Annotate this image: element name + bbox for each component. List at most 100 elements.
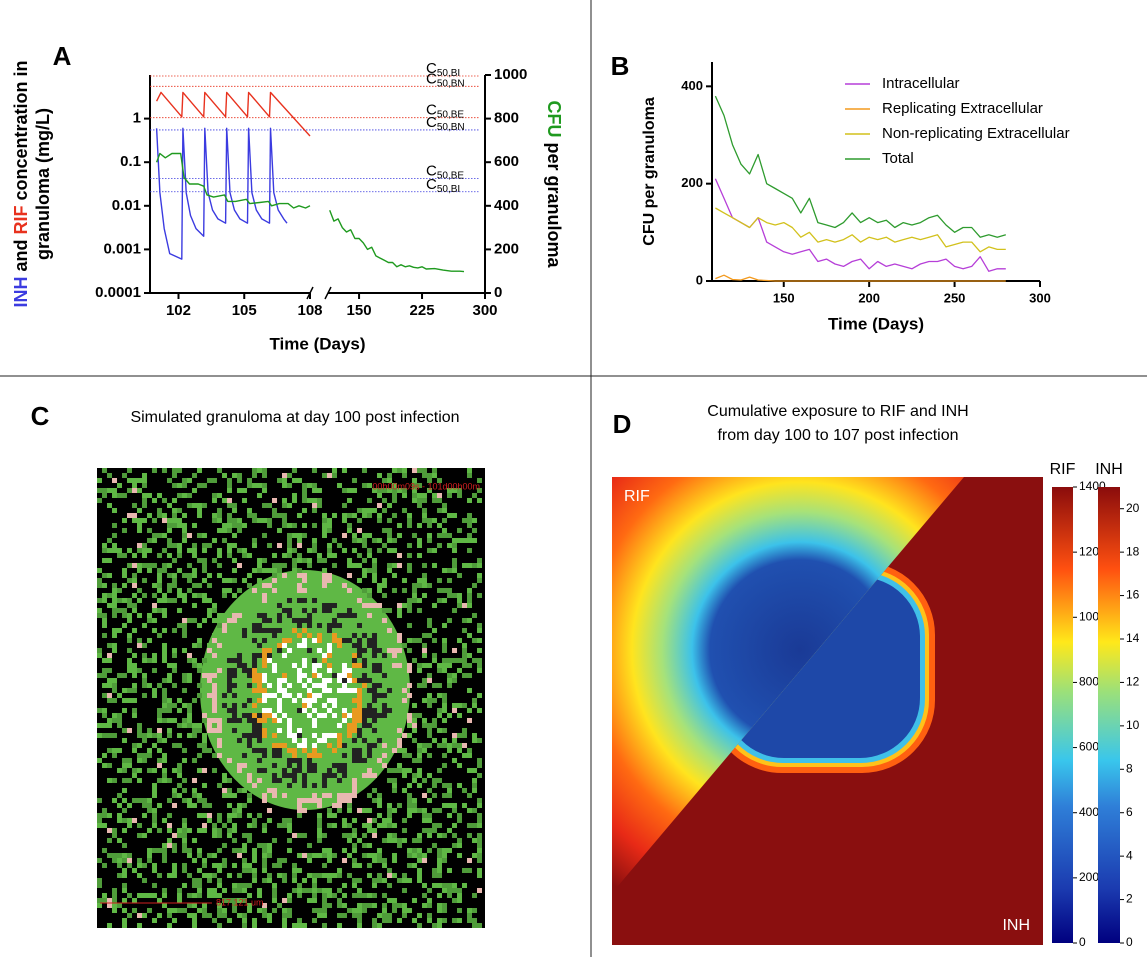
- cell: [127, 893, 132, 898]
- cell: [342, 753, 347, 758]
- cell: [227, 478, 232, 483]
- cell: [297, 673, 302, 678]
- cell: [342, 823, 347, 828]
- cell: [417, 923, 422, 928]
- cell: [242, 888, 247, 893]
- cell: [112, 683, 117, 688]
- cell: [377, 853, 382, 858]
- cell: [207, 678, 212, 683]
- cell: [322, 783, 327, 788]
- cell: [162, 778, 167, 783]
- cell: [377, 713, 382, 718]
- cell: [457, 743, 462, 748]
- cell: [302, 663, 307, 668]
- cell: [167, 518, 172, 523]
- cell: [387, 818, 392, 823]
- cell: [407, 608, 412, 613]
- cell: [352, 698, 357, 703]
- cell: [347, 613, 352, 618]
- cell: [407, 863, 412, 868]
- cell: [277, 698, 282, 703]
- cell: [407, 853, 412, 858]
- cell: [327, 733, 332, 738]
- cell: [457, 918, 462, 923]
- cell: [372, 718, 377, 723]
- cell: [177, 483, 182, 488]
- cell: [202, 713, 207, 718]
- cell: [107, 718, 112, 723]
- cell: [447, 543, 452, 548]
- cell: [407, 768, 412, 773]
- cell: [287, 828, 292, 833]
- cell: [427, 538, 432, 543]
- cell: [127, 578, 132, 583]
- cell: [462, 663, 467, 668]
- cell: [312, 673, 317, 678]
- cell: [317, 638, 322, 643]
- cell: [322, 568, 327, 573]
- cell: [127, 658, 132, 663]
- cell: [107, 558, 112, 563]
- cell: [232, 703, 237, 708]
- cell: [157, 803, 162, 808]
- cell: [467, 498, 472, 503]
- cell: [417, 543, 422, 548]
- cell: [407, 848, 412, 853]
- cell: [207, 813, 212, 818]
- cell: [177, 833, 182, 838]
- cell: [252, 918, 257, 923]
- cell: [127, 598, 132, 603]
- cell: [212, 653, 217, 658]
- cell: [342, 678, 347, 683]
- cell: [182, 523, 187, 528]
- cell: [322, 518, 327, 523]
- cell: [407, 568, 412, 573]
- cell: [222, 498, 227, 503]
- cell: [342, 883, 347, 888]
- cell: [337, 543, 342, 548]
- cell: [282, 553, 287, 558]
- cell: [102, 593, 107, 598]
- cell: [227, 803, 232, 808]
- cell: [112, 478, 117, 483]
- cell: [252, 538, 257, 543]
- cell: [282, 908, 287, 913]
- cell: [477, 833, 482, 838]
- cell: [152, 693, 157, 698]
- cell: [312, 768, 317, 773]
- cell: [297, 538, 302, 543]
- cell: [122, 918, 127, 923]
- cell: [152, 628, 157, 633]
- cell: [117, 713, 122, 718]
- cell: [127, 758, 132, 763]
- cell: [207, 893, 212, 898]
- cell: [182, 823, 187, 828]
- cell: [202, 598, 207, 603]
- cell: [357, 598, 362, 603]
- cell: [242, 663, 247, 668]
- cell: [357, 688, 362, 693]
- cell: [297, 623, 302, 628]
- cell: [357, 728, 362, 733]
- cell: [242, 523, 247, 528]
- cell: [132, 688, 137, 693]
- cell: [322, 778, 327, 783]
- cell: [387, 473, 392, 478]
- cell: [247, 798, 252, 803]
- cell: [262, 488, 267, 493]
- cell: [317, 803, 322, 808]
- cell: [302, 608, 307, 613]
- cell: [362, 723, 367, 728]
- cell: [312, 658, 317, 663]
- cell: [122, 623, 127, 628]
- cell: [432, 828, 437, 833]
- cell: [162, 608, 167, 613]
- cell: [342, 713, 347, 718]
- cell: [222, 613, 227, 618]
- cell: [252, 628, 257, 633]
- cell: [317, 833, 322, 838]
- cell: [342, 708, 347, 713]
- cell: [427, 693, 432, 698]
- cell: [252, 678, 257, 683]
- cell: [172, 543, 177, 548]
